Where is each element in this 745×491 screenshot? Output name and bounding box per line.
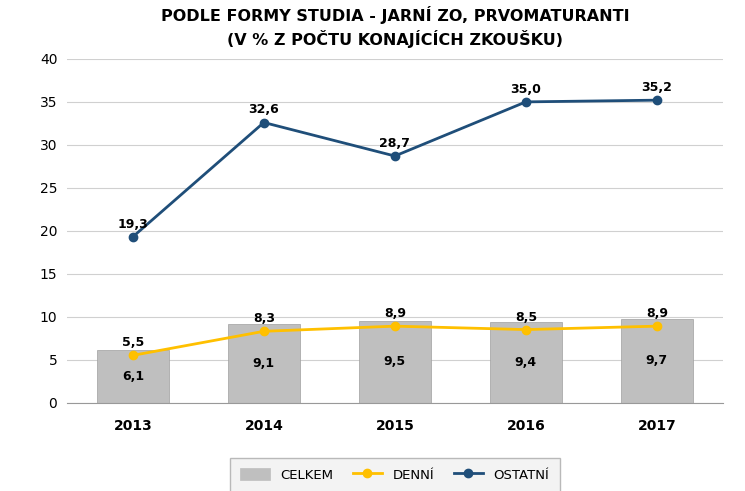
Text: 8,9: 8,9 [384,307,406,320]
Text: 9,4: 9,4 [515,356,537,369]
Text: 32,6: 32,6 [249,104,279,116]
Text: 8,3: 8,3 [253,312,275,325]
Bar [97,350,169,403]
Text: 9,7: 9,7 [646,355,668,367]
Title: ČISTÁ NEÚSPĚŠNOST - ANGLIČTINA
PODLE FORMY STUDIA - JARNÍ ZO, PRVOMATURANTI
(V %: ČISTÁ NEÚSPĚŠNOST - ANGLIČTINA PODLE FOR… [160,0,630,48]
Bar [621,319,693,403]
Bar [359,321,431,403]
Text: 28,7: 28,7 [379,137,410,150]
Bar [489,322,562,403]
Text: 19,3: 19,3 [118,218,148,231]
Text: 35,2: 35,2 [641,81,672,94]
Legend: CELKEM, DENNÍ, OSTATNÍ: CELKEM, DENNÍ, OSTATNÍ [230,458,559,491]
Text: 9,5: 9,5 [384,355,406,368]
Text: 5,5: 5,5 [121,336,144,350]
Text: 8,9: 8,9 [646,307,668,320]
Text: 6,1: 6,1 [122,370,144,383]
Text: 9,1: 9,1 [253,357,275,370]
Text: 8,5: 8,5 [515,311,537,324]
Text: 35,0: 35,0 [510,83,542,96]
Bar [228,325,300,403]
